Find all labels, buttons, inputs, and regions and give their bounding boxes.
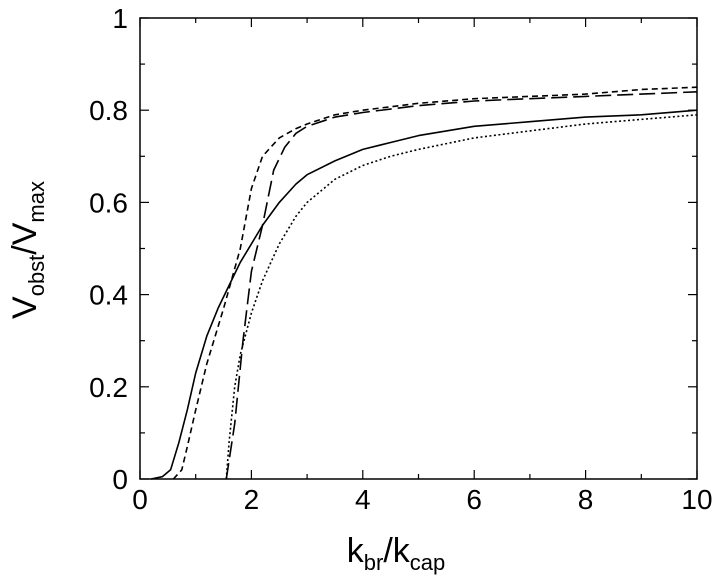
plot-frame	[139, 17, 698, 480]
x-tick-label: 2	[244, 484, 260, 515]
x-tick-label: 6	[466, 484, 482, 515]
y-axis-label: Vobst/Vmax	[6, 181, 49, 319]
axis-ticks	[139, 17, 698, 480]
plot-frame-rect	[139, 17, 698, 480]
y-tick-label: 0.4	[89, 280, 128, 311]
series-line-short-dash	[172, 86, 698, 480]
series-line-long-dash	[225, 91, 698, 480]
y-tick-label: 0.6	[89, 187, 128, 218]
x-tick-label: 10	[681, 484, 712, 515]
series-line-solid	[150, 109, 698, 480]
series-lines	[150, 86, 698, 480]
x-tick-label: 8	[578, 484, 594, 515]
x-axis-label: kbr/kcap	[347, 532, 446, 575]
series-line-dotted	[225, 114, 698, 480]
y-tick-label: 1	[112, 3, 128, 34]
y-tick-label: 0	[112, 464, 128, 495]
x-tick-label: 4	[355, 484, 371, 515]
y-tick-label: 0.8	[89, 95, 128, 126]
tick-labels: 0 2 4 6 8 10 0 0.2 0.4 0.6 0.8 1	[89, 3, 713, 515]
y-tick-label: 0.2	[89, 372, 128, 403]
x-tick-label: 0	[132, 484, 148, 515]
